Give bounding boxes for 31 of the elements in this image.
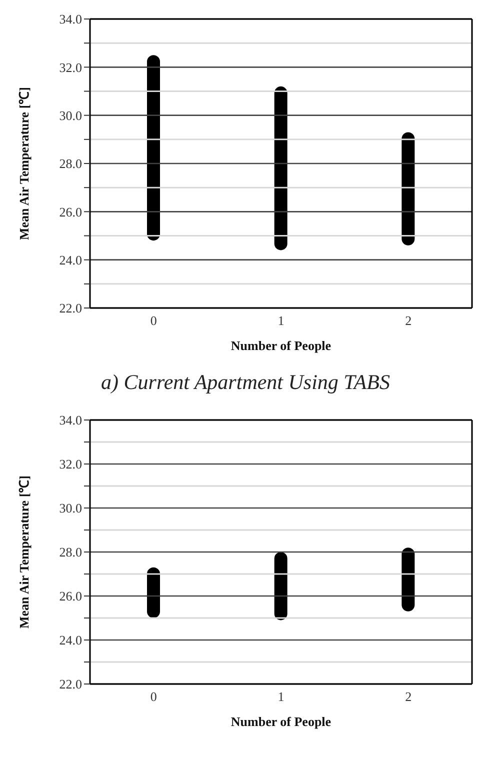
y-tick-label: 32.0: [59, 60, 82, 75]
bar: [274, 552, 288, 620]
x-tick-label: 0: [150, 313, 157, 328]
x-axis-title: Number of People: [230, 338, 332, 353]
y-tick-label: 28.0: [59, 544, 82, 560]
x-tick-label: 2: [405, 689, 412, 704]
x-tick-label: 2: [405, 313, 412, 328]
x-axis-title: Number of People: [230, 714, 332, 729]
y-tick-label: 26.0: [59, 588, 82, 604]
x-tick-label: 1: [278, 689, 284, 704]
y-tick-label: 26.0: [59, 204, 82, 220]
bar: [147, 567, 160, 618]
bar: [274, 86, 288, 250]
x-tick-label: 1: [278, 313, 284, 328]
bar: [402, 132, 415, 246]
y-tick-label: 24.0: [59, 632, 82, 648]
y-axis-title: Mean Air Temperature [℃]: [16, 87, 32, 240]
y-tick-label: 28.0: [59, 156, 82, 172]
y-axis-title: Mean Air Temperature [℃]: [16, 476, 32, 628]
bar: [147, 55, 160, 241]
bar: [402, 548, 415, 612]
y-tick-label: 22.0: [59, 676, 82, 692]
y-tick-label: 30.0: [59, 500, 82, 516]
x-tick-label: 0: [150, 689, 157, 704]
y-tick-label: 22.0: [59, 300, 82, 316]
text: a) Current Apartment Using TABS: [100, 370, 391, 395]
y-tick-label: 24.0: [59, 252, 82, 268]
y-tick-label: 32.0: [59, 456, 82, 472]
y-tick-label: 30.0: [59, 108, 82, 123]
y-tick-label: 34.0: [59, 412, 82, 428]
y-tick-label: 34.0: [59, 12, 82, 27]
